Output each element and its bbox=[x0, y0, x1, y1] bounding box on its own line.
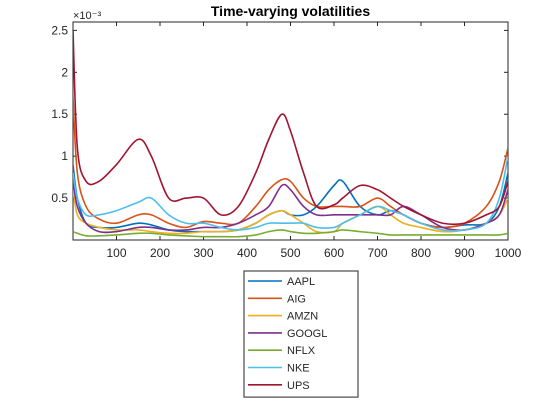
x-tick-label: 400 bbox=[237, 246, 257, 260]
x-tick-label: 1000 bbox=[495, 246, 522, 260]
series-line-amzn bbox=[73, 189, 508, 235]
series-line-ups bbox=[73, 30, 508, 226]
legend-label-nflx: NFLX bbox=[287, 345, 316, 357]
series-line-nflx bbox=[73, 229, 508, 238]
legend-label-googl: GOOGL bbox=[287, 328, 327, 340]
x-tick-label: 300 bbox=[193, 246, 213, 260]
x-tick-label: 700 bbox=[367, 246, 387, 260]
legend-label-aig: AIG bbox=[287, 293, 306, 305]
x-tick-label: 200 bbox=[150, 246, 170, 260]
y-tick-label: 1.5 bbox=[51, 107, 68, 121]
x-tick-label: 800 bbox=[411, 246, 431, 260]
legend-label-aapl: AAPL bbox=[287, 276, 315, 288]
legend-label-ups: UPS bbox=[287, 380, 310, 392]
legend-label-nke: NKE bbox=[287, 363, 310, 375]
x-tick-label: 600 bbox=[324, 246, 344, 260]
series-lines bbox=[73, 30, 508, 238]
x-tick-label: 900 bbox=[454, 246, 474, 260]
y-tick-label: 2 bbox=[61, 65, 68, 79]
x-tick-label: 100 bbox=[106, 246, 126, 260]
y-tick-label: 0.5 bbox=[51, 191, 68, 205]
series-line-nke bbox=[73, 155, 508, 232]
legend-box bbox=[243, 270, 359, 398]
chart-title: Time-varying volatilities bbox=[211, 3, 370, 19]
y-axis-exponent-label: ×10⁻³ bbox=[73, 10, 101, 22]
legend-label-amzn: AMZN bbox=[287, 311, 318, 323]
y-tick-label: 2.5 bbox=[51, 23, 68, 37]
y-tick-label: 1 bbox=[61, 149, 68, 163]
x-tick-label: 500 bbox=[280, 246, 300, 260]
legend: AAPL AIG AMZN GOOGL NFLX NKE UPS bbox=[243, 270, 359, 398]
